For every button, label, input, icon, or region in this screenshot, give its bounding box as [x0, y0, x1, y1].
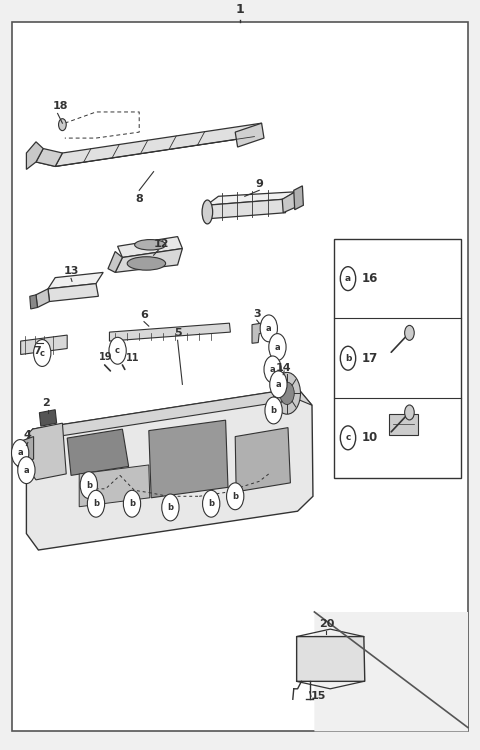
Text: 12: 12 [154, 238, 169, 248]
Circle shape [227, 483, 244, 510]
Circle shape [270, 371, 287, 398]
Circle shape [340, 426, 356, 450]
Text: 6: 6 [140, 310, 148, 320]
Ellipse shape [202, 200, 213, 224]
Circle shape [405, 326, 414, 340]
Circle shape [34, 340, 51, 367]
Circle shape [260, 315, 277, 342]
Polygon shape [206, 192, 295, 206]
Polygon shape [39, 410, 57, 426]
Text: 11: 11 [126, 353, 139, 364]
Text: 5: 5 [174, 328, 181, 338]
Text: b: b [232, 492, 238, 501]
Text: 8: 8 [135, 194, 143, 204]
Circle shape [203, 490, 220, 517]
Circle shape [109, 338, 126, 364]
Circle shape [340, 346, 356, 370]
Polygon shape [297, 637, 365, 681]
Polygon shape [109, 323, 230, 341]
Polygon shape [115, 248, 182, 272]
Text: 13: 13 [63, 266, 79, 276]
Text: 19: 19 [99, 352, 112, 362]
Text: c: c [115, 346, 120, 355]
Text: b: b [271, 406, 276, 415]
Polygon shape [118, 236, 182, 257]
Text: 10: 10 [361, 431, 378, 444]
Text: 14: 14 [276, 363, 291, 374]
Circle shape [340, 267, 356, 290]
Text: b: b [345, 354, 351, 363]
Polygon shape [252, 322, 273, 344]
Polygon shape [55, 123, 262, 166]
Text: a: a [345, 274, 351, 284]
Polygon shape [26, 142, 43, 170]
Circle shape [269, 334, 286, 361]
Circle shape [123, 490, 141, 517]
Polygon shape [235, 123, 264, 147]
Circle shape [162, 494, 179, 521]
Text: a: a [270, 365, 276, 374]
Circle shape [80, 472, 97, 499]
Text: b: b [208, 500, 214, 508]
Circle shape [280, 382, 294, 404]
Polygon shape [33, 388, 312, 440]
Circle shape [12, 440, 29, 466]
Polygon shape [14, 436, 34, 468]
Text: 17: 17 [361, 352, 378, 364]
Polygon shape [314, 612, 468, 731]
Circle shape [265, 397, 282, 424]
Polygon shape [235, 427, 290, 492]
Text: 20: 20 [319, 619, 334, 629]
FancyBboxPatch shape [12, 22, 468, 731]
Text: b: b [129, 500, 135, 508]
Polygon shape [67, 429, 129, 476]
Text: 2: 2 [42, 398, 49, 408]
Polygon shape [48, 272, 103, 289]
Text: 16: 16 [361, 272, 378, 285]
Polygon shape [206, 200, 286, 219]
Text: a: a [24, 466, 29, 475]
Circle shape [264, 356, 281, 382]
Text: b: b [168, 503, 173, 512]
Text: 15: 15 [311, 692, 326, 701]
Text: b: b [86, 481, 92, 490]
Polygon shape [79, 465, 150, 507]
Text: 7: 7 [34, 346, 41, 355]
Polygon shape [26, 388, 313, 550]
Circle shape [87, 490, 105, 517]
Text: b: b [93, 500, 99, 508]
Text: a: a [276, 380, 281, 388]
Text: 4: 4 [24, 430, 32, 440]
Text: 9: 9 [255, 178, 263, 189]
Polygon shape [21, 335, 67, 355]
Text: a: a [275, 343, 280, 352]
Text: c: c [345, 433, 351, 442]
Polygon shape [30, 295, 37, 309]
Ellipse shape [127, 256, 166, 270]
Polygon shape [314, 612, 468, 731]
Circle shape [18, 457, 35, 484]
FancyBboxPatch shape [389, 414, 418, 435]
Circle shape [274, 373, 300, 414]
Circle shape [405, 405, 414, 420]
Text: c: c [40, 349, 45, 358]
Text: 18: 18 [53, 101, 68, 111]
Polygon shape [48, 284, 98, 302]
Polygon shape [108, 251, 122, 272]
Polygon shape [29, 423, 66, 480]
Polygon shape [282, 192, 297, 213]
Polygon shape [36, 289, 49, 308]
Polygon shape [36, 132, 254, 166]
Circle shape [59, 118, 66, 130]
Polygon shape [149, 420, 228, 498]
FancyBboxPatch shape [334, 238, 461, 478]
Ellipse shape [134, 239, 166, 250]
Text: a: a [17, 448, 23, 458]
Text: 1: 1 [236, 3, 244, 16]
Polygon shape [294, 186, 303, 210]
Text: a: a [266, 324, 272, 333]
Text: 3: 3 [253, 309, 261, 319]
Polygon shape [36, 148, 62, 166]
